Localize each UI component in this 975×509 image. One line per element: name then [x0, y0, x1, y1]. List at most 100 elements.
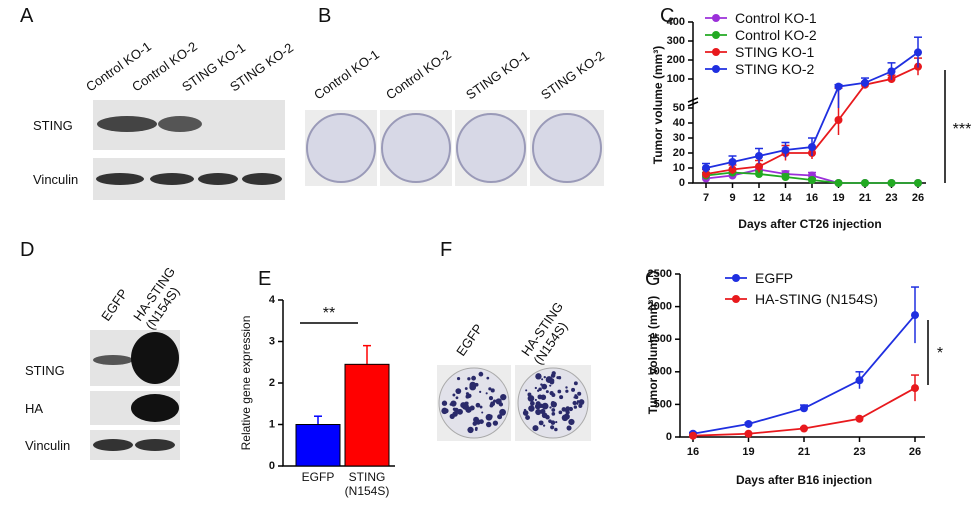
colony [475, 402, 481, 408]
colony [558, 410, 563, 415]
x-tick-label: STING (N154S) [345, 470, 390, 498]
colony [469, 381, 477, 389]
colony [452, 393, 456, 397]
colony [499, 408, 506, 416]
colony [534, 398, 537, 402]
data-point [808, 176, 816, 184]
row-label: STING [33, 118, 73, 133]
colony [565, 413, 568, 416]
x-tick-label: 19 [742, 446, 754, 458]
colony [577, 391, 582, 396]
data-point [744, 429, 753, 438]
colony [549, 378, 555, 383]
legend-marker [732, 295, 740, 303]
legend-label: Control KO-2 [735, 27, 817, 43]
colony [535, 409, 542, 416]
column-header: EGFP [98, 286, 131, 324]
column-header: HA-STING(N154S) [518, 299, 578, 367]
colony [550, 401, 556, 406]
colony [450, 400, 457, 407]
y-tick-label: 400 [667, 16, 685, 28]
colony [455, 388, 462, 395]
x-tick-label: 7 [703, 192, 709, 204]
colony [568, 418, 575, 426]
colony [538, 420, 544, 426]
significance: * [937, 345, 943, 362]
data-point [702, 164, 710, 172]
colony [535, 373, 542, 380]
band [97, 116, 157, 132]
plate [438, 367, 510, 439]
bar [295, 424, 341, 467]
colony [554, 427, 558, 432]
y-tick-label: 300 [667, 35, 685, 47]
y-tick-label: 10 [673, 162, 685, 174]
colony [492, 420, 499, 426]
y-tick-label: 4 [269, 294, 276, 306]
colony [474, 428, 478, 431]
x-tick-label: 16 [806, 192, 818, 204]
panel-letter: B [318, 5, 331, 27]
colony [538, 387, 542, 391]
x-tick-label: 21 [798, 446, 810, 458]
colony [574, 394, 578, 397]
y-tick-label: 20 [673, 147, 685, 159]
colony [464, 387, 468, 390]
x-axis-label: Days after CT26 injection [738, 217, 881, 231]
colony [534, 386, 537, 390]
colony [467, 426, 474, 434]
colony [525, 389, 528, 392]
colony [479, 390, 482, 393]
data-point [834, 116, 843, 124]
data-point [755, 170, 763, 178]
band [96, 173, 144, 185]
colony [485, 421, 492, 428]
y-tick-label: 1500 [648, 333, 672, 345]
data-point [781, 173, 790, 181]
data-point [744, 419, 753, 428]
x-tick-label: 21 [859, 192, 871, 204]
y-axis-label: Relative gene expression [239, 316, 253, 451]
data-point [887, 67, 896, 76]
series-line [692, 314, 916, 435]
data-point [689, 431, 697, 440]
row-label: HA [25, 401, 43, 416]
bar [344, 363, 390, 467]
colony [548, 419, 552, 423]
x-tick-label: 16 [687, 446, 699, 458]
colony [551, 393, 556, 397]
colony [473, 416, 480, 423]
colony [488, 414, 493, 419]
colony [455, 396, 459, 400]
x-tick-label: 9 [729, 192, 735, 204]
colony [467, 377, 471, 381]
panel-letter: D [20, 239, 34, 261]
colony [559, 395, 564, 400]
colony [549, 406, 552, 409]
colony [488, 387, 492, 391]
band [131, 332, 179, 384]
y-tick-label: 0 [269, 460, 275, 472]
colony [441, 400, 448, 406]
y-tick-label: 500 [654, 398, 672, 410]
x-tick-label: 12 [753, 192, 765, 204]
colony [471, 375, 476, 381]
data-point [728, 158, 737, 166]
panel-letter: E [258, 268, 271, 290]
data-point [755, 152, 763, 160]
y-tick-label: 200 [667, 54, 685, 66]
legend-marker [712, 65, 720, 73]
legend-marker [732, 274, 740, 282]
data-point [800, 404, 808, 413]
colony [573, 381, 578, 386]
colony [567, 411, 570, 415]
band [93, 439, 133, 451]
data-point [800, 424, 808, 433]
x-tick-label: 14 [779, 192, 792, 204]
band [93, 355, 133, 365]
colony [456, 376, 461, 381]
x-tick-label: 23 [885, 192, 897, 204]
colony [557, 389, 562, 394]
colony [465, 392, 470, 396]
data-point [914, 48, 922, 57]
